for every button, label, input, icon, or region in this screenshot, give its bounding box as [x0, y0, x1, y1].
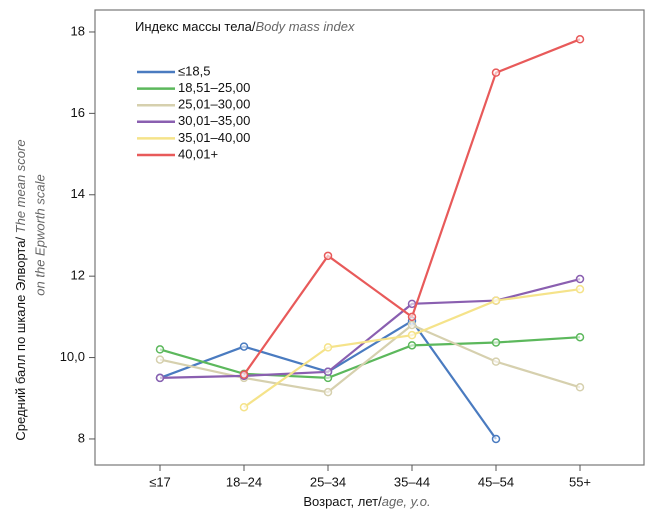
point [407, 341, 417, 350]
point [575, 274, 585, 284]
legend-label: 18,51–25,00 [178, 80, 250, 95]
point [575, 332, 585, 342]
point [491, 296, 501, 305]
legend-title: Индекс массы тела/Body mass index [135, 19, 355, 34]
point [407, 299, 417, 309]
x-tick-label: 18–24 [226, 474, 262, 489]
point [323, 387, 333, 397]
y-tick-label: 8 [78, 430, 85, 445]
y-tick-label: 14 [71, 186, 85, 201]
point [155, 373, 165, 383]
legend-label: 35,01–40,00 [178, 130, 250, 145]
point [407, 330, 417, 340]
point [491, 434, 501, 444]
y-axis-label: Средний балл по шкале Элворта/ The mean … [13, 139, 28, 440]
point [407, 312, 417, 322]
x-tick-label: 55+ [569, 474, 591, 489]
point [323, 367, 333, 377]
legend-label: 30,01–35,00 [178, 113, 250, 128]
point [491, 357, 501, 366]
legend-label: ≤18,5 [178, 63, 210, 78]
y-tick-label: 18 [71, 23, 85, 38]
series-line [159, 336, 581, 380]
y-tick-label: 16 [71, 105, 85, 120]
series-line [159, 277, 581, 380]
legend-label: 40,01+ [178, 146, 218, 161]
series-line [159, 323, 581, 394]
point [323, 343, 333, 352]
point [239, 402, 249, 412]
point [155, 345, 165, 354]
legend-label: 25,01–30,00 [178, 97, 250, 112]
point [323, 251, 333, 261]
point [575, 35, 585, 44]
x-tick-label: 45–54 [478, 474, 514, 489]
x-tick-label: 35–44 [394, 474, 430, 489]
x-tick-label: ≤17 [149, 474, 171, 489]
point [575, 383, 585, 392]
point [239, 370, 249, 379]
x-axis-label: Возраст, лет/age, y.o. [303, 494, 430, 509]
point [491, 68, 501, 77]
y-tick-label: 12 [71, 268, 85, 283]
point [155, 355, 165, 364]
point [239, 342, 249, 351]
y-axis-label: on the Epworth scale [32, 174, 47, 295]
point [407, 320, 417, 330]
x-tick-label: 25–34 [310, 474, 346, 489]
y-tick-label: 10,0 [60, 349, 85, 364]
plot-frame [94, 9, 645, 466]
point [491, 338, 501, 347]
point [575, 284, 585, 294]
